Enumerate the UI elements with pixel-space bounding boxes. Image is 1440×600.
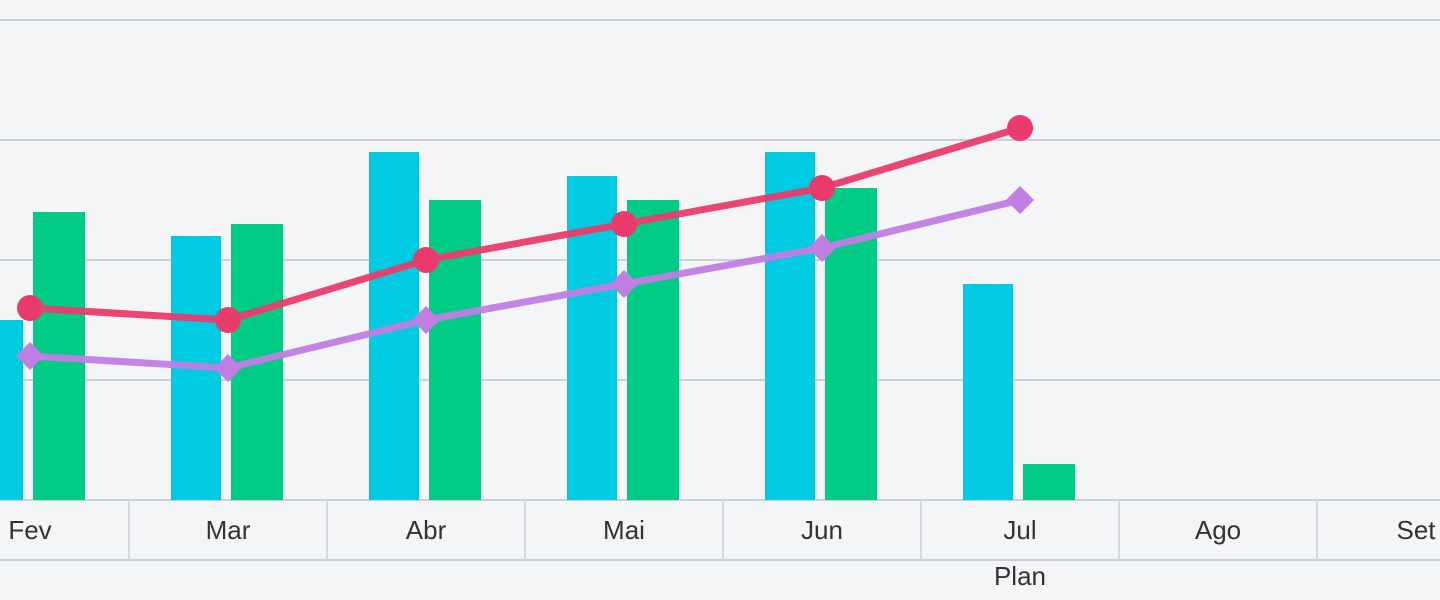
bar [963,284,1013,500]
x-tick-label: Mai [603,515,645,545]
marker [1007,115,1033,141]
marker [809,175,835,201]
x-tick-label: Ago [1195,515,1241,545]
marker [611,211,637,237]
bar [765,152,815,500]
bar [0,320,23,500]
marker [215,307,241,333]
marker [413,247,439,273]
marker [1006,186,1034,214]
line [26,196,1024,372]
marker [808,234,836,262]
marker [412,306,440,334]
annotation: Plan [994,561,1046,591]
marker [214,354,242,382]
x-tick-label: Mar [206,515,251,545]
x-tick-label: Jun [801,515,843,545]
bar [1023,464,1075,500]
x-tick-label: Abr [406,515,447,545]
marker [610,270,638,298]
marker [16,342,44,370]
x-tick-label: Set [1396,515,1436,545]
marker [17,295,43,321]
line [26,124,1024,324]
bar [627,200,679,500]
bar [429,200,481,500]
x-tick-label: Fev [8,515,51,545]
x-tick-label: Jul [1003,515,1036,545]
